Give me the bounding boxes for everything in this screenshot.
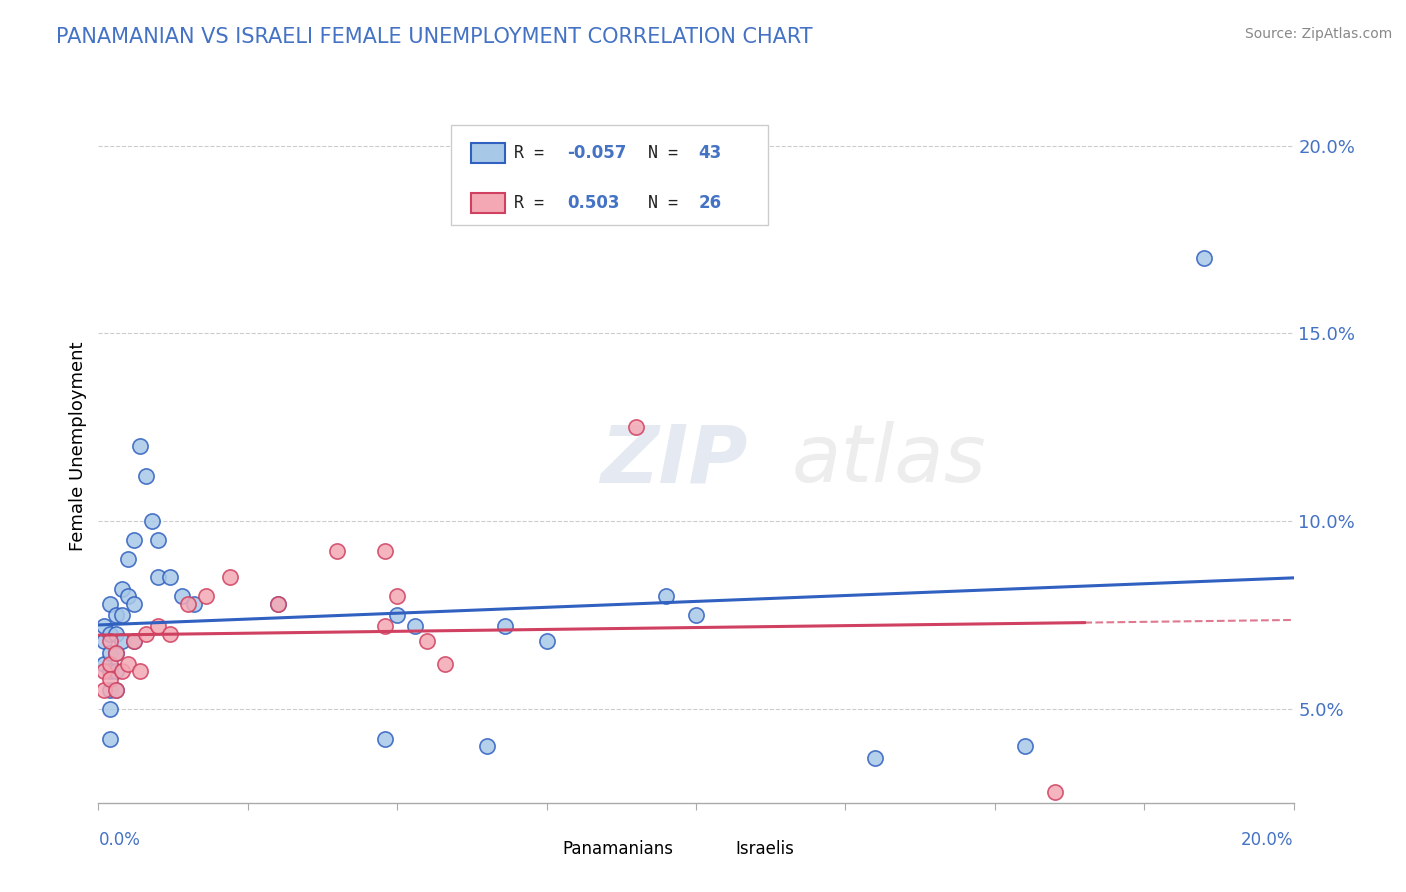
Point	[1014, 739, 1036, 754]
Point	[98, 657, 122, 671]
Text: ZIP: ZIP	[600, 421, 748, 500]
FancyBboxPatch shape	[529, 837, 555, 862]
Text: -0.057: -0.057	[567, 145, 626, 162]
Point	[141, 514, 163, 528]
Point	[148, 570, 170, 584]
Point	[124, 533, 146, 547]
Point	[98, 683, 122, 698]
Point	[655, 589, 678, 603]
Point	[105, 646, 128, 660]
Point	[183, 597, 205, 611]
FancyBboxPatch shape	[702, 837, 728, 862]
Point	[124, 634, 146, 648]
Text: 0.503: 0.503	[567, 194, 620, 212]
Point	[93, 657, 115, 671]
Point	[385, 607, 409, 622]
Point	[135, 469, 157, 483]
Point	[117, 657, 139, 671]
Point	[98, 702, 122, 716]
Point	[172, 589, 194, 603]
Point	[865, 750, 887, 764]
FancyBboxPatch shape	[471, 194, 505, 213]
Point	[374, 731, 396, 746]
Point	[98, 665, 122, 679]
Point	[98, 627, 122, 641]
Point	[105, 607, 128, 622]
Point	[105, 646, 128, 660]
Point	[1192, 251, 1215, 265]
Text: atlas: atlas	[792, 421, 987, 500]
Point	[105, 665, 128, 679]
Point	[105, 683, 128, 698]
Point	[98, 646, 122, 660]
Text: 43: 43	[699, 145, 721, 162]
Point	[148, 533, 170, 547]
Point	[93, 683, 115, 698]
FancyBboxPatch shape	[451, 125, 768, 225]
Point	[111, 665, 134, 679]
Point	[536, 634, 558, 648]
Point	[195, 589, 218, 603]
Point	[117, 551, 139, 566]
Point	[385, 589, 409, 603]
Point	[124, 634, 146, 648]
Point	[148, 619, 170, 633]
Point	[267, 597, 290, 611]
Text: N =: N =	[648, 194, 688, 212]
Point	[177, 597, 200, 611]
Point	[159, 627, 181, 641]
Point	[111, 634, 134, 648]
Point	[93, 619, 115, 633]
Point	[416, 634, 439, 648]
Point	[93, 634, 115, 648]
Point	[494, 619, 516, 633]
Point	[98, 731, 122, 746]
Point	[129, 665, 152, 679]
FancyBboxPatch shape	[471, 144, 505, 163]
Text: 20.0%: 20.0%	[1241, 831, 1294, 849]
Text: Source: ZipAtlas.com: Source: ZipAtlas.com	[1244, 27, 1392, 41]
Point	[105, 627, 128, 641]
Point	[267, 597, 290, 611]
Point	[105, 683, 128, 698]
Point	[374, 619, 396, 633]
Point	[374, 544, 396, 558]
Point	[98, 597, 122, 611]
Text: N =: N =	[648, 145, 688, 162]
Text: PANAMANIAN VS ISRAELI FEMALE UNEMPLOYMENT CORRELATION CHART: PANAMANIAN VS ISRAELI FEMALE UNEMPLOYMEN…	[56, 27, 813, 46]
Point	[124, 597, 146, 611]
Point	[98, 672, 122, 686]
Point	[326, 544, 349, 558]
Text: Israelis: Israelis	[735, 840, 794, 858]
Point	[111, 582, 134, 596]
Text: R =: R =	[515, 145, 554, 162]
Text: Panamanians: Panamanians	[562, 840, 673, 858]
Text: 26: 26	[699, 194, 721, 212]
Point	[135, 627, 157, 641]
Point	[129, 439, 152, 453]
Point	[1043, 784, 1066, 798]
Point	[111, 607, 134, 622]
Text: R =: R =	[515, 194, 554, 212]
Text: 0.0%: 0.0%	[98, 831, 141, 849]
Point	[685, 607, 707, 622]
Point	[626, 420, 648, 434]
Y-axis label: Female Unemployment: Female Unemployment	[69, 342, 87, 550]
Point	[159, 570, 181, 584]
Point	[117, 589, 139, 603]
Point	[404, 619, 426, 633]
Point	[93, 665, 115, 679]
Point	[475, 739, 498, 754]
Point	[434, 657, 457, 671]
Point	[219, 570, 242, 584]
Point	[98, 634, 122, 648]
